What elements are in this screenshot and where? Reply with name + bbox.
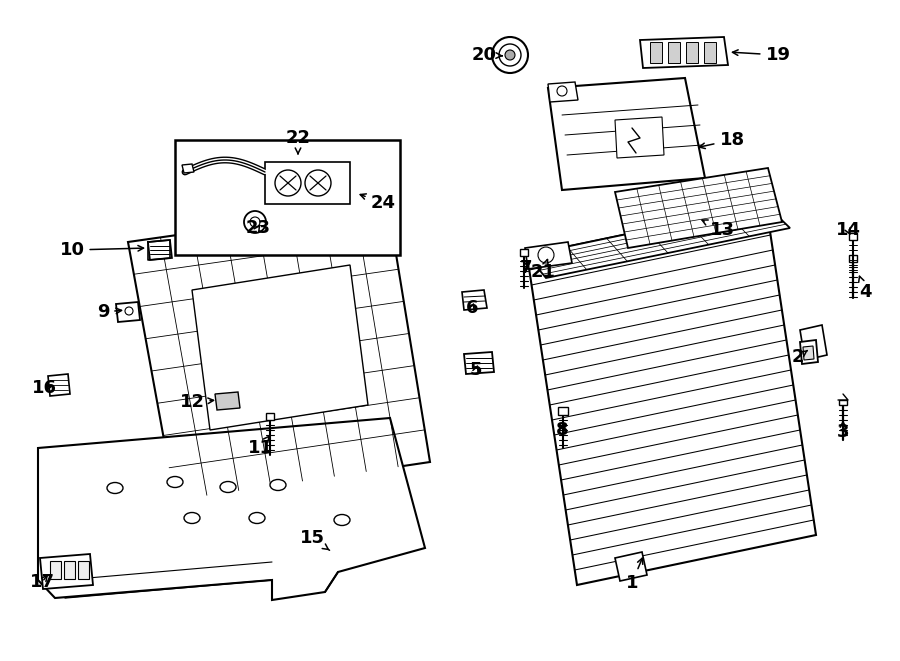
Polygon shape xyxy=(615,552,647,581)
Polygon shape xyxy=(615,117,664,158)
Polygon shape xyxy=(520,249,528,256)
Bar xyxy=(265,162,350,204)
Text: 16: 16 xyxy=(32,379,57,397)
Bar xyxy=(50,561,61,579)
Text: 3: 3 xyxy=(837,420,850,441)
Text: 13: 13 xyxy=(702,220,734,239)
Polygon shape xyxy=(462,290,487,310)
Circle shape xyxy=(244,211,266,233)
Bar xyxy=(64,561,75,579)
Ellipse shape xyxy=(334,514,350,525)
Polygon shape xyxy=(704,42,716,63)
Text: 24: 24 xyxy=(360,194,395,212)
Bar xyxy=(175,140,400,255)
Polygon shape xyxy=(116,302,140,322)
Polygon shape xyxy=(650,42,662,63)
Circle shape xyxy=(499,44,521,66)
Polygon shape xyxy=(527,205,816,585)
Text: 6: 6 xyxy=(466,299,478,317)
Circle shape xyxy=(492,37,528,73)
Polygon shape xyxy=(148,240,172,260)
Text: 8: 8 xyxy=(555,421,568,439)
Circle shape xyxy=(125,307,133,315)
Ellipse shape xyxy=(167,477,183,488)
Polygon shape xyxy=(38,418,425,600)
Ellipse shape xyxy=(220,481,236,492)
Text: 17: 17 xyxy=(30,573,55,591)
Text: 20: 20 xyxy=(472,46,502,64)
Polygon shape xyxy=(686,42,698,63)
Text: 9: 9 xyxy=(97,303,122,321)
Text: 15: 15 xyxy=(300,529,329,551)
Polygon shape xyxy=(128,205,430,500)
Text: 12: 12 xyxy=(179,393,213,411)
Polygon shape xyxy=(849,233,857,240)
Polygon shape xyxy=(668,42,680,63)
Text: 7: 7 xyxy=(520,259,532,277)
Circle shape xyxy=(538,247,554,263)
Circle shape xyxy=(505,50,515,60)
Text: 10: 10 xyxy=(59,241,143,259)
Polygon shape xyxy=(192,265,368,430)
Text: 22: 22 xyxy=(285,129,310,153)
Polygon shape xyxy=(800,325,827,360)
Polygon shape xyxy=(215,392,240,410)
Circle shape xyxy=(250,217,260,227)
Polygon shape xyxy=(182,164,194,173)
Bar xyxy=(78,561,89,579)
Ellipse shape xyxy=(270,479,286,490)
Ellipse shape xyxy=(249,512,265,524)
Polygon shape xyxy=(839,400,847,405)
Polygon shape xyxy=(558,407,568,415)
Polygon shape xyxy=(266,413,274,420)
Text: 21: 21 xyxy=(530,260,555,281)
Text: 1: 1 xyxy=(626,558,643,592)
Text: 2: 2 xyxy=(792,348,807,366)
Polygon shape xyxy=(48,374,70,396)
Text: 14: 14 xyxy=(835,221,860,239)
Ellipse shape xyxy=(107,483,123,494)
Polygon shape xyxy=(615,168,782,248)
Text: 5: 5 xyxy=(470,361,482,379)
Polygon shape xyxy=(527,205,790,278)
Polygon shape xyxy=(40,554,93,589)
Polygon shape xyxy=(548,82,578,102)
Text: 19: 19 xyxy=(733,46,790,64)
Polygon shape xyxy=(640,37,728,68)
Polygon shape xyxy=(849,255,857,262)
Circle shape xyxy=(557,86,567,96)
Polygon shape xyxy=(800,340,818,364)
Polygon shape xyxy=(548,78,705,190)
Ellipse shape xyxy=(184,512,200,524)
Text: 11: 11 xyxy=(248,436,273,457)
Text: 23: 23 xyxy=(246,219,271,237)
Circle shape xyxy=(275,170,301,196)
Text: 18: 18 xyxy=(699,131,744,149)
Circle shape xyxy=(305,170,331,196)
Text: 4: 4 xyxy=(859,276,871,301)
Polygon shape xyxy=(525,242,572,269)
Polygon shape xyxy=(803,346,814,360)
Polygon shape xyxy=(464,352,494,374)
